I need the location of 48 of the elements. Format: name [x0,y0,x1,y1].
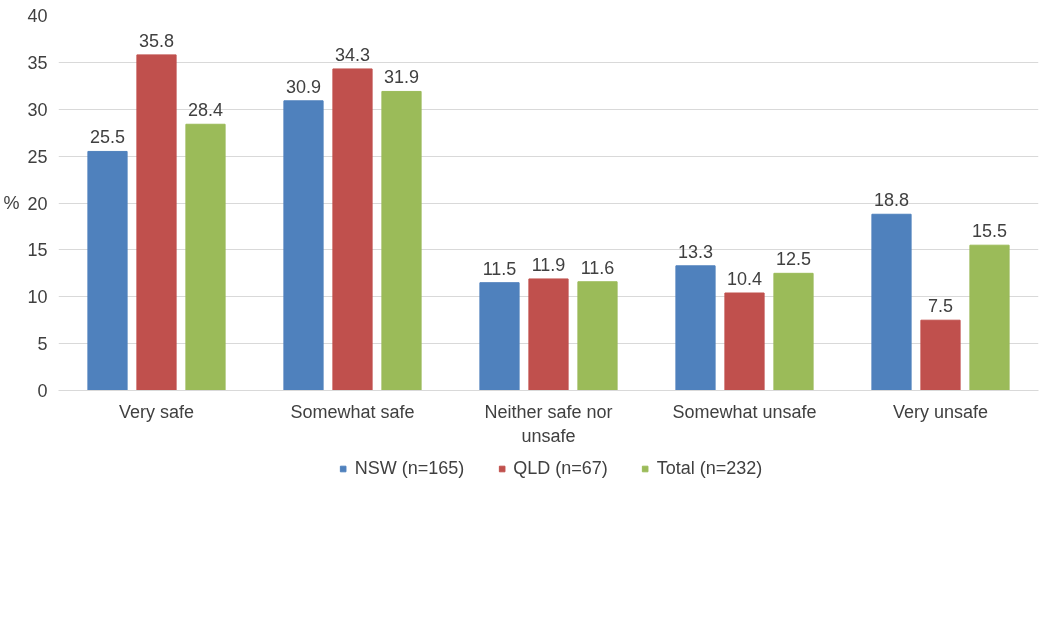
y-tick-label: 40 [27,6,48,26]
bar [920,319,961,391]
bar [528,278,569,391]
data-label: 18.8 [873,190,910,211]
data-label: 11.9 [531,254,566,275]
bar [773,272,814,391]
data-label: 10.4 [726,269,763,289]
y-tick-label: 30 [27,99,48,120]
y-tick-label: 20 [27,193,48,214]
bar [969,244,1010,391]
data-label: 28.4 [187,100,224,121]
bar [724,292,765,391]
data-label: 13.3 [677,241,714,262]
data-label: 30.9 [285,76,322,97]
bar [675,265,716,391]
bar [479,282,520,391]
y-tick-label: 5 [37,334,48,355]
bar [381,90,422,391]
x-tick-label: Very safe [118,401,195,422]
x-tick-label: Neither safe nor unsafe [484,401,613,446]
y-tick-label: 10 [27,287,48,308]
data-label: 35.8 [138,30,175,51]
bar [87,150,128,391]
data-label: 12.5 [775,249,812,270]
y-axis-title: % [3,193,20,213]
legend-label: Total (n=232) [656,457,763,479]
bar [577,281,618,391]
bar [332,68,373,391]
data-label: 15.5 [971,221,1008,242]
x-tick-label: Somewhat safe [290,401,415,422]
bar [185,123,226,391]
x-tick-label: Very unsafe [892,401,989,422]
y-tick-label: 0 [37,381,48,401]
legend-label: NSW (n=165) [354,457,465,479]
bar [136,54,177,391]
data-label: 25.5 [89,127,126,148]
data-label: 31.9 [383,67,420,88]
data-label: 11.6 [580,257,615,278]
y-tick-label: 25 [27,146,48,167]
data-label: 7.5 [927,296,954,317]
x-tick-label: Somewhat unsafe [672,401,817,422]
y-tick-label: 35 [27,52,48,73]
data-label: 34.3 [334,44,371,65]
bar [283,100,324,391]
data-label: 11.5 [482,258,517,279]
y-tick-label: 15 [27,240,48,261]
legend-label: QLD (n=67) [513,457,608,479]
bar [871,213,912,391]
